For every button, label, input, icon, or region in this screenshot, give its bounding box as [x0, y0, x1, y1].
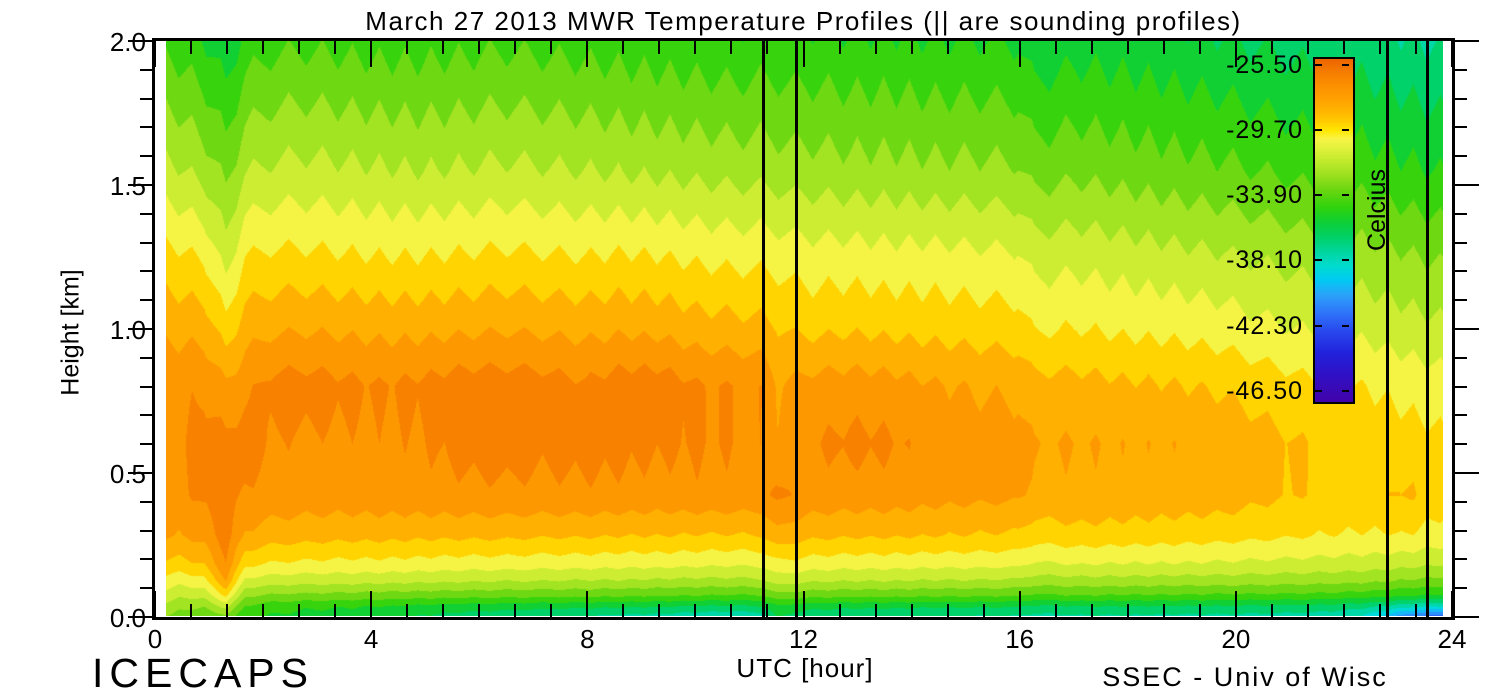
colorbar-tick-label: -25.50 [1179, 51, 1303, 80]
colorbar-tick-label: -38.10 [1179, 246, 1303, 275]
y-axis-title: Height [km] [57, 318, 86, 348]
chart-title: March 27 2013 MWR Temperature Profiles (… [155, 6, 1452, 37]
y-tick-label: 0.5 [74, 459, 146, 490]
colorbar-tick-label: -33.90 [1179, 181, 1303, 210]
figure: March 27 2013 MWR Temperature Profiles (… [0, 0, 1500, 700]
project-label: ICECAPS [92, 650, 314, 697]
sounding-profile-line [1426, 41, 1429, 617]
colorbar-tick-label: -46.50 [1179, 377, 1303, 406]
colorbar-tick-label: -29.70 [1179, 116, 1303, 145]
colorbar-title: Celcius [1307, 189, 1447, 231]
x-tick-label: 8 [547, 624, 627, 655]
x-tick-label: 12 [764, 624, 844, 655]
sounding-profile-line [1386, 41, 1389, 617]
credit-label: SSEC - Univ of Wisc [1050, 662, 1440, 693]
x-tick-label: 24 [1412, 624, 1492, 655]
y-tick-label: 1.5 [74, 171, 146, 202]
y-tick-label: 2.0 [74, 27, 146, 58]
x-tick-label: 4 [331, 624, 411, 655]
sounding-profile-line [762, 41, 765, 617]
x-axis-title: UTC [hour] [655, 653, 955, 684]
sounding-profile-line [795, 41, 798, 617]
x-tick-label: 16 [980, 624, 1060, 655]
colorbar-tick-label: -42.30 [1179, 312, 1303, 341]
y-tick-label: 0.0 [74, 603, 146, 634]
x-tick-label: 20 [1196, 624, 1276, 655]
